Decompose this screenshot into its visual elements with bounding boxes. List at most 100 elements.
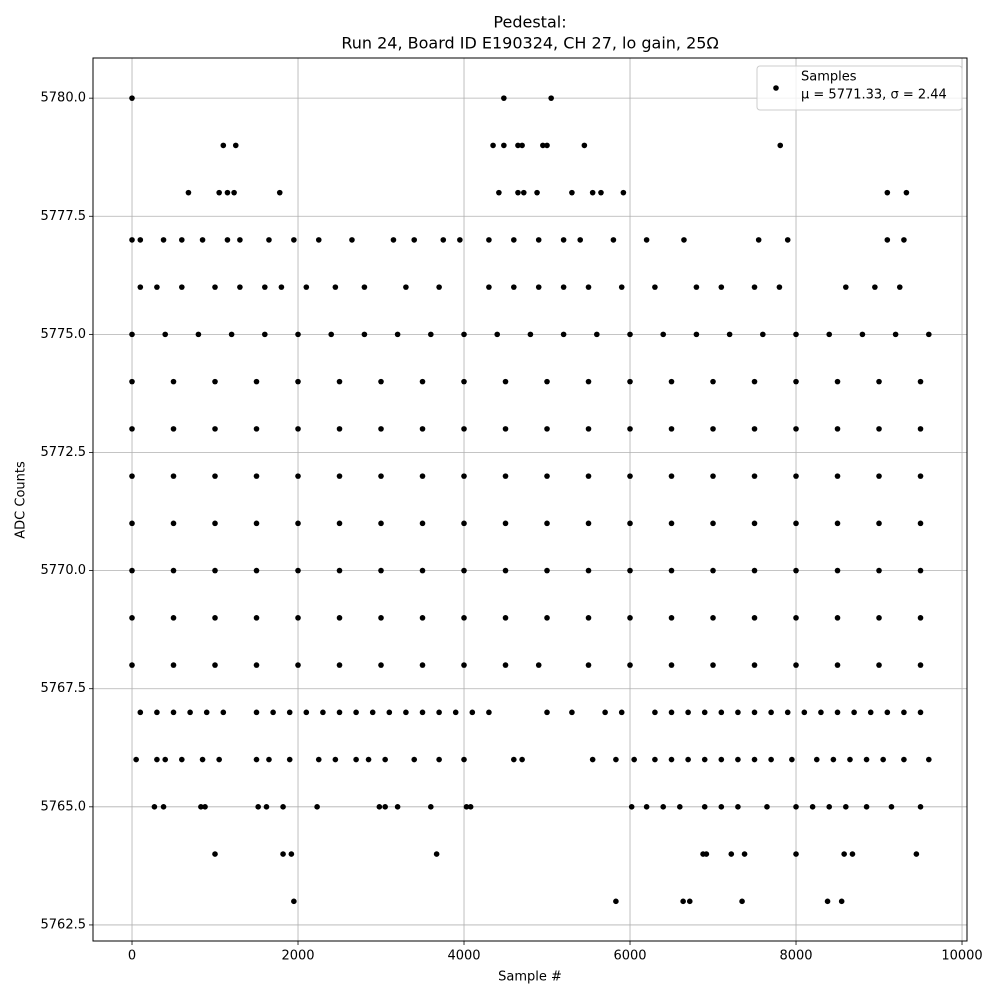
data-point (710, 520, 716, 527)
data-point (701, 804, 708, 810)
data-point (867, 709, 874, 716)
data-point (594, 331, 600, 338)
data-point (494, 331, 501, 338)
data-point (452, 709, 459, 716)
data-point (569, 709, 575, 716)
data-point (394, 331, 401, 338)
data-point (386, 709, 393, 716)
data-point (710, 473, 716, 479)
data-point (212, 520, 218, 527)
data-point (295, 615, 301, 621)
data-point (901, 709, 907, 716)
data-point (652, 284, 658, 290)
data-point (353, 756, 359, 763)
data-point (834, 709, 841, 716)
data-point (419, 709, 426, 716)
data-point (376, 804, 383, 810)
data-point (668, 426, 675, 432)
data-point (863, 756, 870, 763)
data-point (461, 756, 467, 763)
data-point (253, 709, 260, 716)
data-point (735, 756, 741, 763)
data-point (884, 709, 891, 716)
data-point (739, 898, 745, 905)
data-point (129, 95, 135, 101)
data-point (501, 95, 507, 101)
data-point (129, 520, 135, 527)
data-point (253, 520, 260, 527)
data-point (253, 426, 260, 432)
data-point (793, 662, 799, 668)
data-point (652, 756, 658, 763)
data-point (544, 709, 550, 716)
data-point (502, 473, 509, 479)
y-axis-label: ADC Counts (14, 461, 29, 539)
data-point (511, 284, 517, 290)
x-tick-label: 10000 (941, 949, 982, 964)
chart-subtitle: Run 24, Board ID E190324, CH 27, lo gain… (341, 34, 718, 53)
data-point (394, 804, 401, 810)
data-point (276, 189, 283, 196)
data-point (610, 237, 617, 243)
data-point (336, 567, 343, 574)
data-point (668, 567, 675, 574)
data-point (137, 237, 144, 243)
x-tick-label: 8000 (779, 949, 812, 964)
data-point (668, 709, 675, 716)
data-point (224, 237, 231, 243)
data-point (851, 709, 857, 716)
data-point (280, 804, 286, 810)
data-point (627, 615, 633, 621)
data-point (515, 142, 521, 149)
data-point (896, 284, 903, 290)
data-point (266, 756, 272, 763)
data-point (826, 804, 833, 810)
data-point (295, 378, 301, 385)
data-point (262, 284, 268, 290)
data-point (469, 709, 476, 716)
data-point (880, 756, 886, 763)
data-point (668, 520, 675, 527)
data-point (613, 898, 619, 905)
data-point (801, 709, 808, 716)
data-point (390, 237, 397, 243)
data-point (544, 378, 550, 385)
data-point (793, 615, 799, 621)
data-point (501, 142, 507, 149)
data-point (286, 709, 293, 716)
data-point (917, 426, 924, 432)
data-point (295, 662, 301, 668)
data-point (685, 709, 691, 716)
data-point (461, 615, 467, 621)
data-point (813, 756, 820, 763)
data-point (428, 331, 434, 338)
data-point (793, 520, 799, 527)
data-point (535, 237, 542, 243)
data-point (535, 662, 542, 668)
data-point (336, 426, 343, 432)
data-point (581, 142, 588, 149)
data-point (784, 237, 791, 243)
data-point (336, 709, 343, 716)
x-axis-label: Sample # (498, 970, 562, 985)
data-point (569, 189, 575, 196)
data-point (830, 756, 837, 763)
data-point (232, 142, 239, 149)
data-point (680, 898, 686, 905)
y-tick-label: 5770.0 (41, 563, 87, 578)
data-point (751, 662, 758, 668)
legend-box (756, 65, 963, 111)
data-point (440, 237, 447, 243)
y-tick-label: 5772.5 (41, 445, 87, 460)
data-point (262, 331, 268, 338)
data-point (361, 331, 368, 338)
data-point (129, 567, 135, 574)
data-point (378, 615, 384, 621)
data-point (668, 615, 675, 621)
data-point (336, 473, 343, 479)
data-point (849, 851, 856, 857)
data-point (643, 237, 650, 243)
data-point (585, 662, 592, 668)
data-point (718, 284, 725, 290)
plot-frame (92, 57, 968, 942)
